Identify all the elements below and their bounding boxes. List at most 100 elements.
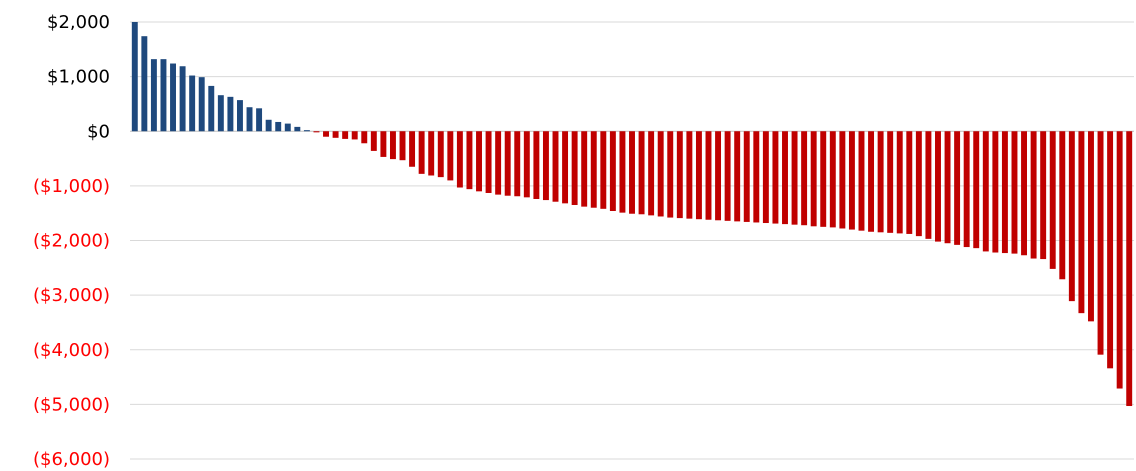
bar — [657, 131, 664, 217]
bar — [409, 131, 416, 167]
bar — [179, 66, 186, 132]
bar — [437, 131, 444, 178]
y-tick-label: $2,000 — [47, 12, 110, 33]
bar — [695, 131, 702, 220]
bar — [648, 131, 655, 216]
bar — [466, 131, 473, 190]
y-tick-label: ($2,000) — [33, 231, 110, 252]
bar — [418, 131, 425, 174]
bar — [801, 131, 808, 226]
bar — [954, 131, 961, 245]
bar — [256, 108, 263, 132]
y-tick-label: $1,000 — [47, 67, 110, 88]
bar — [284, 123, 291, 132]
bar — [1078, 131, 1085, 314]
bar — [447, 131, 454, 181]
bar — [1088, 131, 1094, 322]
bar — [399, 131, 406, 161]
bar — [294, 126, 301, 132]
bar — [1049, 131, 1056, 269]
bar — [715, 131, 722, 221]
y-tick-label: $0 — [87, 121, 110, 142]
bar — [1030, 131, 1037, 259]
bar — [303, 130, 310, 132]
bar — [208, 85, 215, 132]
bar — [791, 131, 798, 225]
bar — [629, 131, 635, 214]
bar — [217, 95, 224, 132]
bar — [485, 131, 492, 193]
bar — [189, 75, 196, 132]
bar — [1059, 131, 1066, 280]
bar — [915, 131, 922, 237]
bar — [141, 36, 148, 132]
bar — [762, 131, 769, 224]
bar — [246, 107, 253, 132]
bar — [686, 131, 693, 219]
bar — [380, 131, 387, 157]
bar — [351, 131, 358, 140]
bar — [944, 131, 951, 244]
bar — [973, 131, 980, 249]
bar — [1126, 131, 1133, 407]
bar — [1040, 131, 1047, 260]
bar — [571, 131, 578, 205]
bar — [705, 131, 712, 220]
bar — [868, 131, 875, 232]
bar — [877, 131, 884, 233]
bar — [342, 131, 349, 139]
bar — [265, 119, 272, 132]
bar — [1068, 131, 1075, 302]
bar — [533, 131, 540, 199]
bar — [160, 59, 167, 132]
bar — [839, 131, 846, 229]
bar — [198, 77, 205, 132]
y-tick-label: ($3,000) — [33, 285, 110, 306]
bar — [1107, 131, 1114, 369]
bar — [743, 131, 750, 222]
bars — [131, 22, 1133, 407]
bar — [581, 131, 588, 207]
bar — [237, 100, 243, 132]
bar — [963, 131, 970, 248]
bar — [782, 131, 788, 225]
bar — [590, 131, 597, 208]
bar — [638, 131, 645, 215]
bar — [848, 131, 855, 230]
bar — [829, 131, 836, 228]
y-tick-label: ($6,000) — [33, 449, 110, 470]
bar — [456, 131, 463, 188]
bar — [1116, 131, 1123, 389]
bar — [150, 59, 157, 132]
bar — [476, 131, 482, 192]
bar — [1021, 131, 1027, 256]
bar — [428, 131, 435, 176]
bar — [992, 131, 999, 253]
bar — [619, 131, 626, 213]
bar — [495, 131, 502, 195]
bar — [600, 131, 607, 209]
bar — [542, 131, 549, 201]
bar — [332, 131, 339, 138]
bar — [523, 131, 530, 198]
bar — [1011, 131, 1018, 254]
bar — [724, 131, 731, 221]
bar — [313, 131, 320, 133]
bar — [935, 131, 941, 242]
bar — [552, 131, 559, 202]
bar — [1001, 131, 1008, 254]
bar — [982, 131, 989, 252]
bar — [1097, 131, 1104, 355]
bar — [131, 22, 138, 132]
bar — [676, 131, 683, 219]
bar — [562, 131, 569, 204]
bar — [858, 131, 865, 231]
bar — [753, 131, 760, 223]
y-axis-labels: $2,000 $1,000 $0 ($1,000) ($2,000) ($3,000) ($… — [33, 12, 110, 470]
bar — [361, 131, 368, 144]
bar — [170, 63, 176, 132]
bar — [810, 131, 817, 227]
bar — [275, 121, 282, 132]
bar — [896, 131, 903, 234]
